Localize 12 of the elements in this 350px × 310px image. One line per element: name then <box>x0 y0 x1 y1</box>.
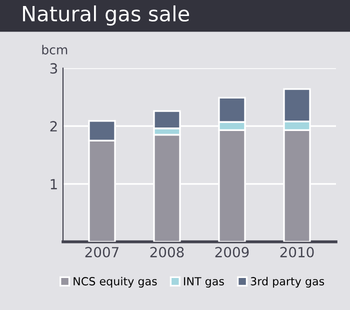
legend-label: 3rd party gas <box>250 276 324 288</box>
y-tick-label: 2 <box>50 121 57 132</box>
y-tick-label: 3 <box>50 63 58 74</box>
y-tick-label: 1 <box>50 179 57 190</box>
x-tick-label: 2009 <box>215 246 249 258</box>
x-tick-label: 2007 <box>85 246 118 258</box>
legend-label: INT gas <box>184 277 224 288</box>
legend-label: NCS equity gas <box>74 276 157 288</box>
x-tick-label: 2008 <box>150 246 184 258</box>
y-axis-title: bcm <box>42 44 68 54</box>
chart-title: Natural gas sale <box>23 5 190 26</box>
x-tick-label: 2010 <box>280 246 314 258</box>
